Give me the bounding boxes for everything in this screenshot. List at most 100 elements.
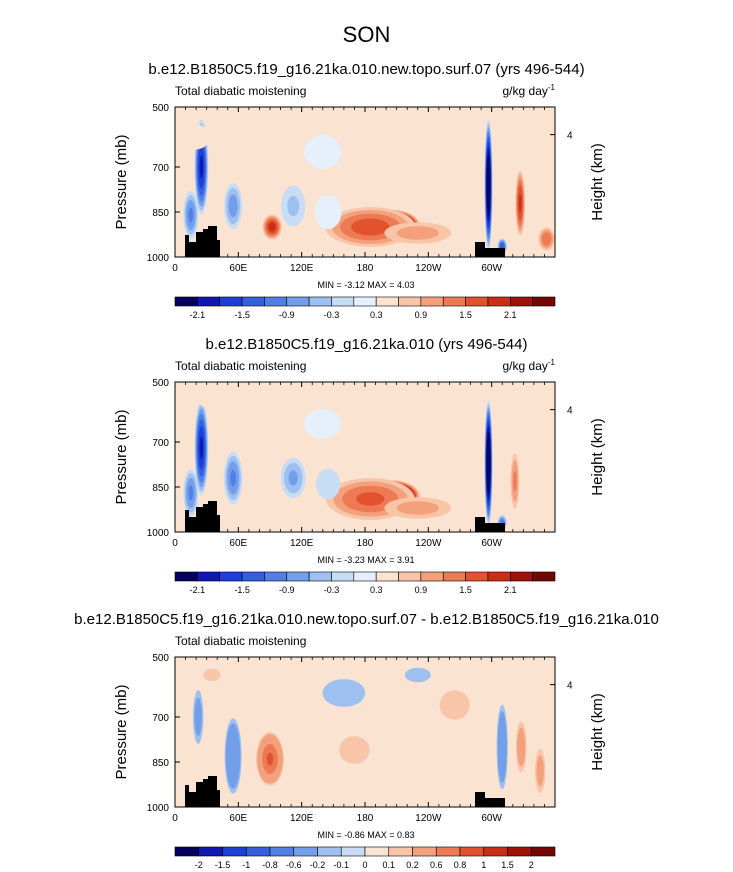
contour-region [439, 690, 470, 720]
contour-region [517, 727, 526, 767]
contour-region [404, 667, 431, 683]
colorbar-swatch [308, 296, 332, 307]
colorbar-label: -0.2 [310, 860, 326, 870]
contour-region [541, 232, 552, 246]
colorbar-label: -0.3 [324, 585, 340, 595]
topography-block [485, 798, 505, 807]
colorbar-swatch [483, 846, 508, 857]
colorbar-swatch [388, 846, 413, 857]
y-tick-label: 850 [152, 208, 169, 219]
topography-block [475, 792, 485, 807]
colorbar-swatch [219, 296, 243, 307]
contour-region [199, 436, 204, 460]
contour-region [536, 755, 544, 787]
panel-1-min: -3.12 [344, 280, 365, 290]
colorbar-label: -2.1 [190, 585, 206, 595]
colorbar-swatch [245, 846, 271, 857]
y-tick-label: 500 [152, 103, 169, 114]
colorbar-swatch [465, 296, 489, 307]
colorbar-label: 1 [481, 860, 486, 870]
panel-1-ylabel: Pressure (mb) [113, 134, 130, 229]
colorbar-label: -0.8 [262, 860, 278, 870]
colorbar-label: 0 [362, 860, 367, 870]
colorbar-swatch [331, 571, 355, 582]
colorbar-swatch [264, 296, 288, 307]
contour-region [437, 396, 483, 440]
x-tick-label: 120W [415, 813, 442, 824]
panel-1: b.e12.B1850C5.f19_g16.21ka.010.new.topo.… [113, 61, 606, 320]
colorbar-swatch [174, 571, 198, 582]
contour-region [268, 222, 276, 232]
panel-3: b.e12.B1850C5.f19_g16.21ka.010.new.topo.… [74, 611, 659, 870]
panel-3-topography [185, 776, 505, 807]
colorbar-swatch [222, 846, 247, 857]
colorbar-swatch [412, 846, 437, 857]
topography-block [185, 510, 189, 532]
panel-2-plot [175, 382, 555, 532]
colorbar-swatch [174, 846, 200, 857]
contour-region [198, 389, 236, 411]
panel-1-topography [185, 226, 505, 257]
contour-region [486, 154, 491, 216]
topography-block [196, 507, 203, 532]
colorbar-swatch [442, 571, 466, 582]
x-tick-label: 180 [357, 263, 374, 274]
panel-3-max: 0.83 [397, 830, 415, 840]
colorbar-label: -2 [195, 860, 203, 870]
colorbar-label: -0.6 [286, 860, 302, 870]
colorbar-swatch [286, 296, 310, 307]
contour-region [188, 207, 194, 223]
colorbar-swatch [509, 296, 533, 307]
x-tick-label: 60E [229, 263, 247, 274]
y-tick-label: 850 [152, 758, 169, 769]
x-tick-label: 180 [357, 538, 374, 549]
contour-region [486, 431, 491, 495]
panel-3-colorbar: -2 -1.5 -1 -0.8 -0.6 -0.2 -0.1 0 0.1 0.2 0.6 0.8 1 1.… [174, 846, 556, 870]
colorbar-label: 0.2 [406, 860, 419, 870]
colorbar-label: 2.1 [504, 310, 517, 320]
panel-1-max: 4.03 [397, 280, 415, 290]
colorbar-label: 0.6 [430, 860, 443, 870]
panel-3-title: b.e12.B1850C5.f19_g16.21ka.010.new.topo.… [74, 611, 659, 628]
colorbar-swatch [174, 296, 198, 307]
y-tick-label: 700 [152, 438, 169, 449]
colorbar-label: -0.9 [279, 310, 295, 320]
contour-region [396, 226, 439, 240]
y-tick-label: 500 [152, 653, 169, 664]
colorbar-swatch [487, 571, 511, 582]
colorbar-label: -0.3 [324, 310, 340, 320]
x-tick-label: 60W [481, 538, 502, 549]
figure-title: SON [343, 22, 391, 47]
colorbar-swatch [532, 296, 556, 307]
topography-block [196, 782, 203, 807]
x-tick-label: 120E [290, 813, 314, 824]
panel-2-ylabel: Pressure (mb) [113, 409, 130, 504]
x-tick-label: 60E [229, 538, 247, 549]
panel-2-axes: 0 60E 120E 180 120W 60W 500 700 850 1000 4 [147, 378, 573, 549]
panel-3-min: -0.86 [344, 830, 365, 840]
colorbar-swatch [465, 571, 489, 582]
colorbar-swatch [317, 846, 342, 857]
units-superscript: -1 [548, 83, 556, 92]
colorbar-swatch [241, 296, 265, 307]
x-tick-label: 0 [172, 263, 178, 274]
topography-block [189, 517, 196, 532]
colorbar-swatch [293, 846, 318, 857]
contour-region [316, 468, 341, 500]
contour-region [375, 383, 450, 417]
x-tick-label: 180 [357, 813, 374, 824]
x-tick-label: 120E [290, 263, 314, 274]
contour-region [314, 195, 342, 229]
colorbar-swatch [197, 296, 221, 307]
colorbar-label: -0.9 [279, 585, 295, 595]
colorbar-swatch [442, 296, 466, 307]
topography-block [208, 501, 217, 532]
right-tick-label: 4 [567, 131, 573, 142]
topography-block [203, 504, 208, 532]
colorbar-swatch [364, 846, 390, 857]
colorbar-label: -2.1 [190, 310, 206, 320]
x-tick-label: 0 [172, 538, 178, 549]
y-tick-label: 1000 [147, 528, 170, 539]
colorbar-label: 2.1 [504, 585, 517, 595]
colorbar-swatch [459, 846, 485, 857]
